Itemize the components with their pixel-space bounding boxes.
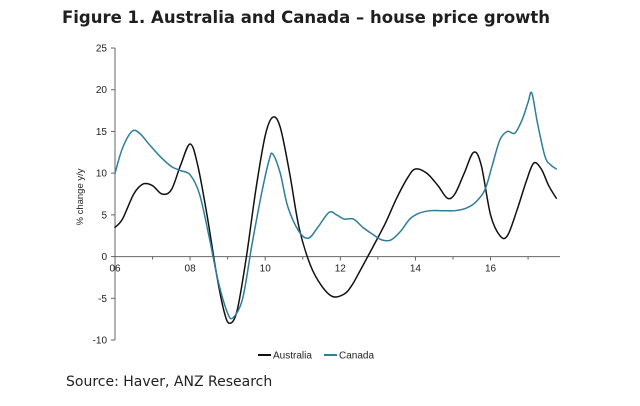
y-tick-label: -5 (98, 294, 107, 305)
x-tick-label: 14 (410, 264, 422, 275)
x-tick-label: 10 (260, 264, 272, 275)
chart-title: Figure 1. Australia and Canada – house p… (62, 8, 551, 27)
y-axis-label: % change y/y (75, 168, 86, 225)
x-tick-label: 08 (185, 264, 197, 275)
y-tick-label: 10 (96, 169, 108, 180)
source-note: Source: Haver, ANZ Research (66, 374, 273, 390)
series-line-canada (114, 91, 557, 320)
x-tick-label: 12 (335, 264, 347, 275)
y-tick-label: 5 (101, 210, 107, 221)
y-tick-label: 15 (96, 127, 108, 138)
series-line-australia (114, 116, 557, 325)
legend-label-canada: Canada (339, 351, 374, 362)
chart-legend: Australia Canada (258, 351, 374, 362)
y-tick-label: 0 (101, 252, 107, 263)
y-tick-label: 25 (96, 44, 108, 55)
y-tick-label: 20 (96, 85, 108, 96)
x-tick-label: 16 (485, 264, 497, 275)
chart-series (114, 91, 557, 325)
y-tick-label: -10 (93, 336, 108, 347)
legend-label-australia: Australia (273, 351, 312, 362)
x-tick-label: 06 (109, 264, 121, 275)
chart-axes: -10 -5 0 5 10 15 20 25 06 08 10 12 14 16 (93, 44, 560, 347)
